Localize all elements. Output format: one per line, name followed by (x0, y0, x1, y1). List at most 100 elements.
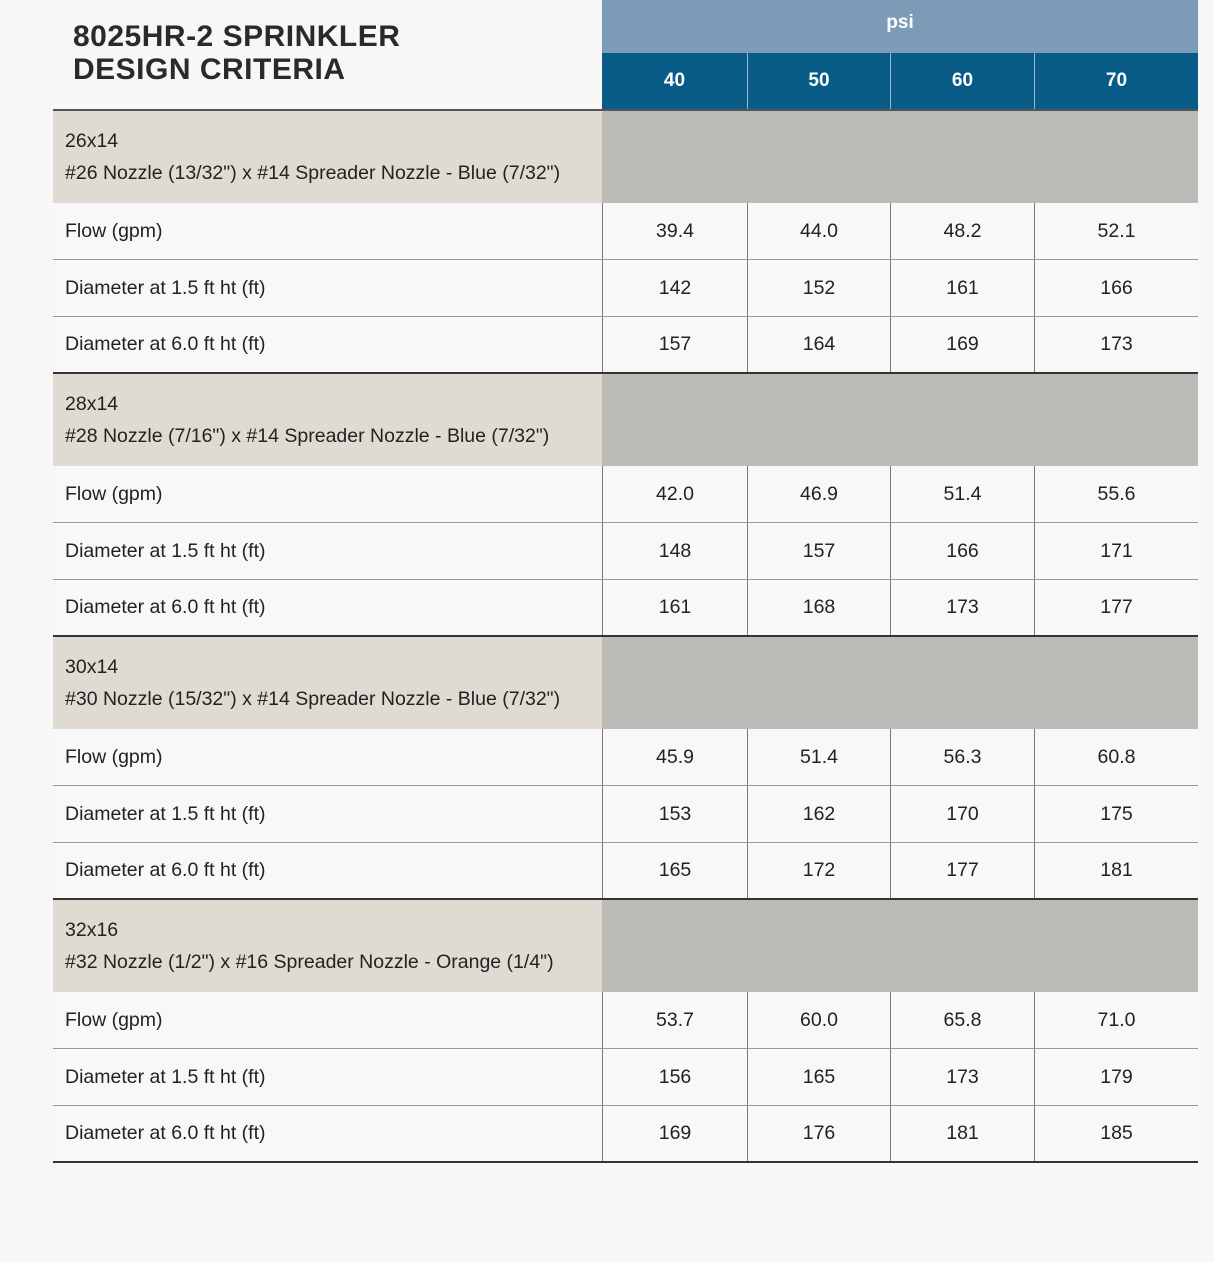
table-cell: 179 (1034, 1049, 1198, 1105)
row-label: Diameter at 6.0 ft ht (ft) (65, 333, 266, 355)
row-label: Diameter at 6.0 ft ht (ft) (65, 596, 266, 618)
table-row: Diameter at 6.0 ft ht (ft) 161 168 173 177 (53, 580, 1198, 637)
table-cell: 157 (747, 523, 890, 579)
row-label: Diameter at 1.5 ft ht (ft) (65, 276, 266, 299)
group-header-fill (602, 637, 1198, 729)
nozzle-description: #32 Nozzle (1/2") x #16 Spreader Nozzle … (65, 951, 554, 973)
table-cell: 148 (602, 523, 747, 579)
table-cell: 176 (747, 1106, 890, 1161)
nozzle-group-header: 30x14 #30 Nozzle (15/32") x #14 Spreader … (53, 637, 1198, 729)
table-cell: 45.9 (602, 729, 747, 785)
group-header-fill (602, 374, 1198, 466)
table-row: Diameter at 1.5 ft ht (ft) 153 162 170 175 (53, 786, 1198, 843)
table-cell: 44.0 (747, 203, 890, 259)
table-cell: 53.7 (602, 992, 747, 1048)
table-row: Diameter at 1.5 ft ht (ft) 148 157 166 171 (53, 523, 1198, 580)
row-label: Flow (gpm) (65, 219, 163, 242)
pressure-header-row: 40 50 60 70 (602, 53, 1198, 109)
row-label: Diameter at 6.0 ft ht (ft) (65, 859, 266, 881)
pressure-column-header: 70 (1034, 53, 1198, 109)
nozzle-group-header: 28x14 #28 Nozzle (7/16") x #14 Spreader N… (53, 374, 1198, 466)
nozzle-code: 26x14 (65, 130, 119, 152)
table-cell: 169 (890, 317, 1034, 372)
table-cell: 60.0 (747, 992, 890, 1048)
row-label: Flow (gpm) (65, 482, 163, 505)
table-cell: 185 (1034, 1106, 1198, 1161)
table-cell: 60.8 (1034, 729, 1198, 785)
table-cell: 56.3 (890, 729, 1034, 785)
nozzle-code: 28x14 (65, 393, 119, 415)
nozzle-description: #30 Nozzle (15/32") x #14 Spreader Nozzl… (65, 688, 561, 710)
pressure-column-header: 60 (890, 53, 1034, 109)
table-row: Diameter at 6.0 ft ht (ft) 157 164 169 173 (53, 317, 1198, 374)
table-row: Flow (gpm) 53.7 60.0 65.8 71.0 (53, 992, 1198, 1049)
group-header-fill (602, 111, 1198, 203)
page-title: 8025HR-2 SPRINKLER DESIGN CRITERIA (73, 20, 400, 86)
table-cell: 65.8 (890, 992, 1034, 1048)
table-row: Diameter at 6.0 ft ht (ft) 165 172 177 181 (53, 843, 1198, 900)
nozzle-group-label: 28x14 #28 Nozzle (7/16") x #14 Spreader N… (53, 374, 602, 466)
table-cell: 166 (1034, 260, 1198, 316)
table-cell: 71.0 (1034, 992, 1198, 1048)
table-cell: 42.0 (602, 466, 747, 522)
table-cell: 156 (602, 1049, 747, 1105)
table-cell: 51.4 (890, 466, 1034, 522)
row-label: Diameter at 1.5 ft ht (ft) (65, 539, 266, 562)
nozzle-description: #26 Nozzle (13/32") x #14 Spreader Nozzl… (65, 162, 561, 184)
table-cell: 52.1 (1034, 203, 1198, 259)
table-cell: 51.4 (747, 729, 890, 785)
table-cell: 55.6 (1034, 466, 1198, 522)
table-row: Diameter at 6.0 ft ht (ft) 169 176 181 185 (53, 1106, 1198, 1163)
table-row: Flow (gpm) 42.0 46.9 51.4 55.6 (53, 466, 1198, 523)
nozzle-group-label: 30x14 #30 Nozzle (15/32") x #14 Spreader … (53, 637, 602, 729)
nozzle-code: 32x16 (65, 919, 119, 941)
table-cell: 177 (1034, 580, 1198, 635)
unit-header: psi (602, 0, 1198, 53)
nozzle-description: #28 Nozzle (7/16") x #14 Spreader Nozzle… (65, 425, 550, 447)
table-cell: 169 (602, 1106, 747, 1161)
row-label: Flow (gpm) (65, 1008, 163, 1031)
table-row: Diameter at 1.5 ft ht (ft) 156 165 173 179 (53, 1049, 1198, 1106)
group-header-fill (602, 900, 1198, 992)
table-cell: 162 (747, 786, 890, 842)
table-cell: 161 (890, 260, 1034, 316)
nozzle-group-label: 26x14 #26 Nozzle (13/32") x #14 Spreader … (53, 111, 602, 203)
table-cell: 153 (602, 786, 747, 842)
nozzle-group-header: 26x14 #26 Nozzle (13/32") x #14 Spreader … (53, 111, 1198, 203)
table-cell: 181 (890, 1106, 1034, 1161)
design-criteria-table: 26x14 #26 Nozzle (13/32") x #14 Spreader … (53, 109, 1198, 1163)
table-cell: 175 (1034, 786, 1198, 842)
table-row: Flow (gpm) 45.9 51.4 56.3 60.8 (53, 729, 1198, 786)
nozzle-group-header: 32x16 #32 Nozzle (1/2") x #16 Spreader No… (53, 900, 1198, 992)
nozzle-group-label: 32x16 #32 Nozzle (1/2") x #16 Spreader No… (53, 900, 602, 992)
table-cell: 165 (747, 1049, 890, 1105)
table-cell: 166 (890, 523, 1034, 579)
row-label: Diameter at 6.0 ft ht (ft) (65, 1122, 266, 1144)
table-cell: 152 (747, 260, 890, 316)
table-cell: 48.2 (890, 203, 1034, 259)
table-cell: 177 (890, 843, 1034, 898)
table-cell: 39.4 (602, 203, 747, 259)
title-line-2: DESIGN CRITERIA (73, 53, 346, 86)
table-cell: 157 (602, 317, 747, 372)
row-label: Flow (gpm) (65, 745, 163, 768)
table-row: Flow (gpm) 39.4 44.0 48.2 52.1 (53, 203, 1198, 260)
table-cell: 172 (747, 843, 890, 898)
table-row: Diameter at 1.5 ft ht (ft) 142 152 161 166 (53, 260, 1198, 317)
table-cell: 171 (1034, 523, 1198, 579)
table-cell: 173 (1034, 317, 1198, 372)
nozzle-code: 30x14 (65, 656, 119, 678)
table-cell: 168 (747, 580, 890, 635)
table-cell: 161 (602, 580, 747, 635)
pressure-column-header: 40 (602, 53, 747, 109)
table-cell: 173 (890, 1049, 1034, 1105)
table-cell: 142 (602, 260, 747, 316)
pressure-column-header: 50 (747, 53, 890, 109)
title-line-1: 8025HR-2 SPRINKLER (73, 20, 401, 53)
table-cell: 173 (890, 580, 1034, 635)
table-cell: 170 (890, 786, 1034, 842)
table-cell: 46.9 (747, 466, 890, 522)
row-label: Diameter at 1.5 ft ht (ft) (65, 802, 266, 825)
row-label: Diameter at 1.5 ft ht (ft) (65, 1065, 266, 1088)
table-cell: 164 (747, 317, 890, 372)
